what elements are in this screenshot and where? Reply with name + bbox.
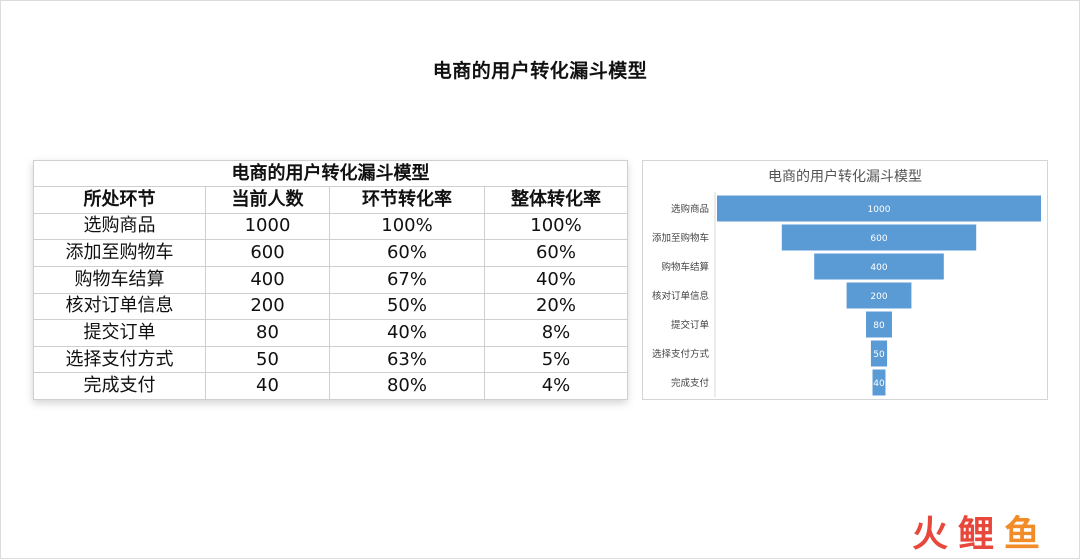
funnel-chart: 电商的用户转化漏斗模型 1000 选购商品 600 添加至购物车 400 购物车结算 200…	[652, 168, 1041, 397]
funnel-bar-value-label: 400	[870, 263, 887, 273]
cell-overall-rate: 100%	[484, 212, 628, 241]
table-row: 选择支付方式 50 63% 5%	[33, 345, 628, 374]
cell-step-rate: 50%	[329, 292, 485, 321]
page-title: 电商的用户转化漏斗模型	[432, 60, 648, 82]
funnel-category-label: 提交订单	[671, 319, 710, 331]
cell-overall-rate: 4%	[484, 372, 628, 400]
cell-current-count: 400	[205, 265, 330, 294]
funnel-bar-value-label: 200	[870, 292, 887, 302]
funnel-chart-card: 电商的用户转化漏斗模型 1000 选购商品 600 添加至购物车 400 购物车结算 200…	[642, 160, 1048, 400]
cell-step-rate: 40%	[329, 319, 485, 347]
cell-overall-rate: 20%	[484, 292, 628, 321]
header-stage: 所处环节	[33, 186, 206, 214]
cell-current-count: 80	[205, 319, 330, 347]
table-row: 购物车结算 400 67% 40%	[33, 265, 628, 294]
funnel-bar-value-label: 600	[870, 234, 887, 244]
table-row: 核对订单信息 200 50% 20%	[33, 292, 628, 321]
funnel-bar	[717, 195, 1041, 222]
funnel-category-label: 购物车结算	[661, 261, 709, 273]
cell-overall-rate: 40%	[484, 265, 628, 294]
cell-step-rate: 60%	[329, 239, 485, 267]
funnel-bar-value-label: 1000	[868, 205, 891, 215]
cell-overall-rate: 60%	[484, 239, 628, 267]
funnel-category-label: 选择支付方式	[652, 348, 710, 360]
funnel-category-label: 添加至购物车	[652, 232, 709, 244]
cell-stage: 购物车结算	[33, 265, 206, 294]
cell-stage: 提交订单	[33, 319, 206, 347]
funnel-bar	[866, 311, 892, 338]
watermark-char: 鱼	[1004, 514, 1040, 555]
funnel-bar	[872, 369, 886, 396]
cell-stage: 添加至购物车	[33, 239, 206, 267]
cell-stage: 核对订单信息	[33, 292, 206, 321]
header-step-rate: 环节转化率	[329, 186, 485, 214]
funnel-bar-value-label: 80	[873, 321, 885, 331]
cell-overall-rate: 5%	[484, 345, 628, 374]
funnel-category-label: 选购商品	[671, 203, 709, 215]
cell-step-rate: 67%	[329, 265, 485, 294]
cell-stage: 选购商品	[33, 212, 206, 241]
cell-current-count: 200	[205, 292, 330, 321]
header-overall-rate: 整体转化率	[484, 186, 628, 214]
chart-title: 电商的用户转化漏斗模型	[768, 168, 922, 185]
funnel-bar-value-label: 50	[873, 350, 885, 360]
cell-stage: 选择支付方式	[33, 345, 206, 374]
funnel-bar	[870, 340, 888, 367]
cell-current-count: 50	[205, 345, 330, 374]
funnel-category-label: 核对订单信息	[652, 290, 709, 302]
header-current-count: 当前人数	[205, 186, 330, 214]
table-caption: 电商的用户转化漏斗模型	[33, 160, 628, 187]
funnel-table-card: 电商的用户转化漏斗模型 所处环节 当前人数 环节转化率 整体转化率 选购商品 1…	[33, 160, 628, 400]
cell-current-count: 1000	[205, 212, 330, 241]
table-header-row: 所处环节 当前人数 环节转化率 整体转化率	[33, 186, 628, 214]
funnel-category-label: 完成支付	[671, 377, 710, 389]
funnel-bar	[814, 253, 944, 280]
table-row: 选购商品 1000 100% 100%	[33, 212, 628, 241]
cell-step-rate: 63%	[329, 345, 485, 374]
funnel-bars: 1000 选购商品 600 添加至购物车 400 购物车结算 200 核对订单信息 80 提交订单…	[652, 195, 1041, 396]
funnel-bar-value-label: 40	[873, 379, 885, 389]
funnel-bar	[781, 224, 977, 251]
cell-current-count: 40	[205, 372, 330, 400]
cell-step-rate: 100%	[329, 212, 485, 241]
watermark-char: 鲤	[958, 514, 994, 555]
cell-stage: 完成支付	[33, 372, 206, 400]
table-row: 添加至购物车 600 60% 60%	[33, 239, 628, 267]
cell-overall-rate: 8%	[484, 319, 628, 347]
brand-watermark: 火 鲤 鱼	[912, 514, 1040, 555]
funnel-table: 电商的用户转化漏斗模型 所处环节 当前人数 环节转化率 整体转化率 选购商品 1…	[33, 160, 628, 400]
table-row: 提交订单 80 40% 8%	[33, 319, 628, 347]
cell-current-count: 600	[205, 239, 330, 267]
funnel-bar	[846, 282, 912, 309]
table-caption-row: 电商的用户转化漏斗模型	[33, 160, 628, 187]
table-row: 完成支付 40 80% 4%	[33, 372, 628, 400]
watermark-char: 火	[912, 514, 948, 555]
cell-step-rate: 80%	[329, 372, 485, 400]
